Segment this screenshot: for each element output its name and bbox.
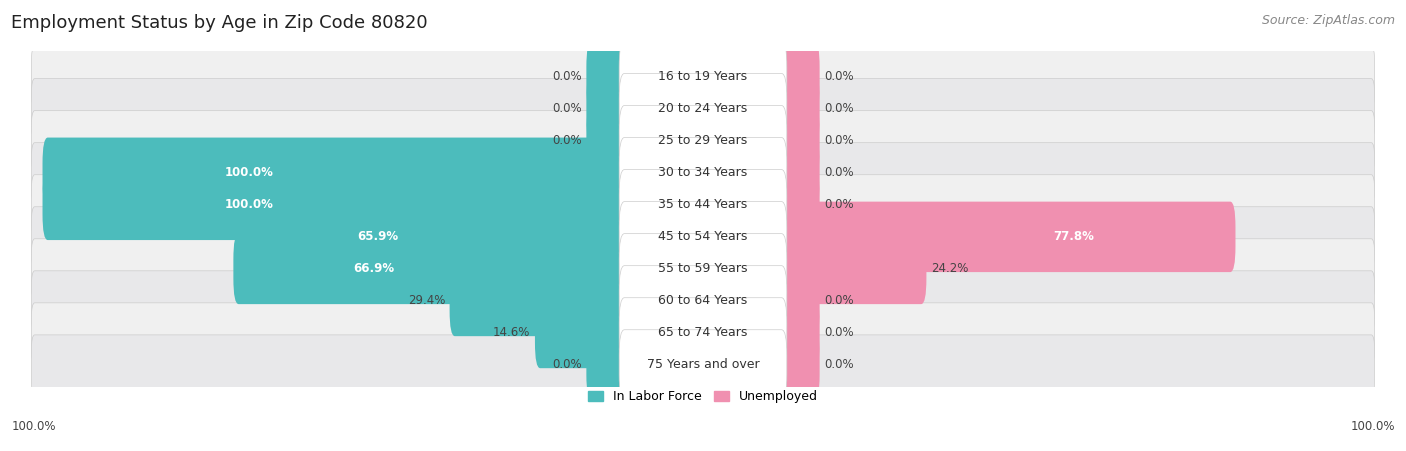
- Text: 0.0%: 0.0%: [824, 359, 853, 372]
- Text: 55 to 59 Years: 55 to 59 Years: [658, 262, 748, 276]
- Text: 0.0%: 0.0%: [824, 295, 853, 308]
- Legend: In Labor Force, Unemployed: In Labor Force, Unemployed: [583, 385, 823, 408]
- FancyBboxPatch shape: [619, 330, 787, 400]
- FancyBboxPatch shape: [619, 106, 787, 176]
- Text: 35 to 44 Years: 35 to 44 Years: [658, 198, 748, 212]
- FancyBboxPatch shape: [31, 110, 1375, 171]
- FancyBboxPatch shape: [239, 202, 630, 272]
- Text: 60 to 64 Years: 60 to 64 Years: [658, 295, 748, 308]
- FancyBboxPatch shape: [42, 170, 630, 240]
- Text: 0.0%: 0.0%: [553, 102, 582, 115]
- FancyBboxPatch shape: [619, 298, 787, 368]
- Text: 25 to 29 Years: 25 to 29 Years: [658, 134, 748, 147]
- FancyBboxPatch shape: [776, 202, 1236, 272]
- FancyBboxPatch shape: [31, 239, 1375, 299]
- Text: 100.0%: 100.0%: [225, 198, 274, 212]
- FancyBboxPatch shape: [619, 234, 787, 304]
- Text: 65 to 74 Years: 65 to 74 Years: [658, 327, 748, 340]
- FancyBboxPatch shape: [776, 298, 820, 368]
- FancyBboxPatch shape: [776, 234, 927, 304]
- FancyBboxPatch shape: [534, 298, 630, 368]
- FancyBboxPatch shape: [619, 170, 787, 240]
- FancyBboxPatch shape: [31, 271, 1375, 331]
- FancyBboxPatch shape: [31, 78, 1375, 139]
- Text: 0.0%: 0.0%: [553, 134, 582, 147]
- FancyBboxPatch shape: [233, 234, 630, 304]
- Text: 75 Years and over: 75 Years and over: [647, 359, 759, 372]
- Text: 100.0%: 100.0%: [11, 420, 56, 433]
- FancyBboxPatch shape: [31, 335, 1375, 395]
- Text: 24.2%: 24.2%: [931, 262, 969, 276]
- FancyBboxPatch shape: [776, 41, 820, 112]
- Text: 66.9%: 66.9%: [353, 262, 394, 276]
- FancyBboxPatch shape: [31, 303, 1375, 363]
- FancyBboxPatch shape: [31, 207, 1375, 267]
- Text: 16 to 19 Years: 16 to 19 Years: [658, 70, 748, 83]
- Text: 0.0%: 0.0%: [824, 134, 853, 147]
- FancyBboxPatch shape: [619, 202, 787, 272]
- FancyBboxPatch shape: [450, 266, 630, 336]
- FancyBboxPatch shape: [619, 74, 787, 144]
- FancyBboxPatch shape: [776, 74, 820, 144]
- FancyBboxPatch shape: [619, 266, 787, 336]
- Text: 0.0%: 0.0%: [553, 359, 582, 372]
- Text: 14.6%: 14.6%: [494, 327, 530, 340]
- Text: Source: ZipAtlas.com: Source: ZipAtlas.com: [1261, 14, 1395, 27]
- Text: 100.0%: 100.0%: [1350, 420, 1395, 433]
- FancyBboxPatch shape: [586, 330, 630, 400]
- FancyBboxPatch shape: [619, 41, 787, 112]
- Text: 65.9%: 65.9%: [357, 230, 398, 244]
- FancyBboxPatch shape: [776, 138, 820, 208]
- FancyBboxPatch shape: [42, 138, 630, 208]
- Text: 100.0%: 100.0%: [225, 166, 274, 179]
- Text: 30 to 34 Years: 30 to 34 Years: [658, 166, 748, 179]
- Text: 29.4%: 29.4%: [408, 295, 446, 308]
- FancyBboxPatch shape: [31, 143, 1375, 203]
- FancyBboxPatch shape: [776, 170, 820, 240]
- FancyBboxPatch shape: [619, 138, 787, 208]
- Text: 0.0%: 0.0%: [824, 102, 853, 115]
- FancyBboxPatch shape: [586, 106, 630, 176]
- FancyBboxPatch shape: [31, 46, 1375, 107]
- Text: 0.0%: 0.0%: [824, 70, 853, 83]
- Text: 45 to 54 Years: 45 to 54 Years: [658, 230, 748, 244]
- Text: 0.0%: 0.0%: [824, 166, 853, 179]
- Text: 77.8%: 77.8%: [1053, 230, 1094, 244]
- Text: Employment Status by Age in Zip Code 80820: Employment Status by Age in Zip Code 808…: [11, 14, 427, 32]
- FancyBboxPatch shape: [586, 74, 630, 144]
- FancyBboxPatch shape: [776, 266, 820, 336]
- Text: 0.0%: 0.0%: [553, 70, 582, 83]
- FancyBboxPatch shape: [776, 106, 820, 176]
- Text: 20 to 24 Years: 20 to 24 Years: [658, 102, 748, 115]
- FancyBboxPatch shape: [586, 41, 630, 112]
- Text: 0.0%: 0.0%: [824, 327, 853, 340]
- FancyBboxPatch shape: [31, 175, 1375, 235]
- FancyBboxPatch shape: [776, 330, 820, 400]
- Text: 0.0%: 0.0%: [824, 198, 853, 212]
